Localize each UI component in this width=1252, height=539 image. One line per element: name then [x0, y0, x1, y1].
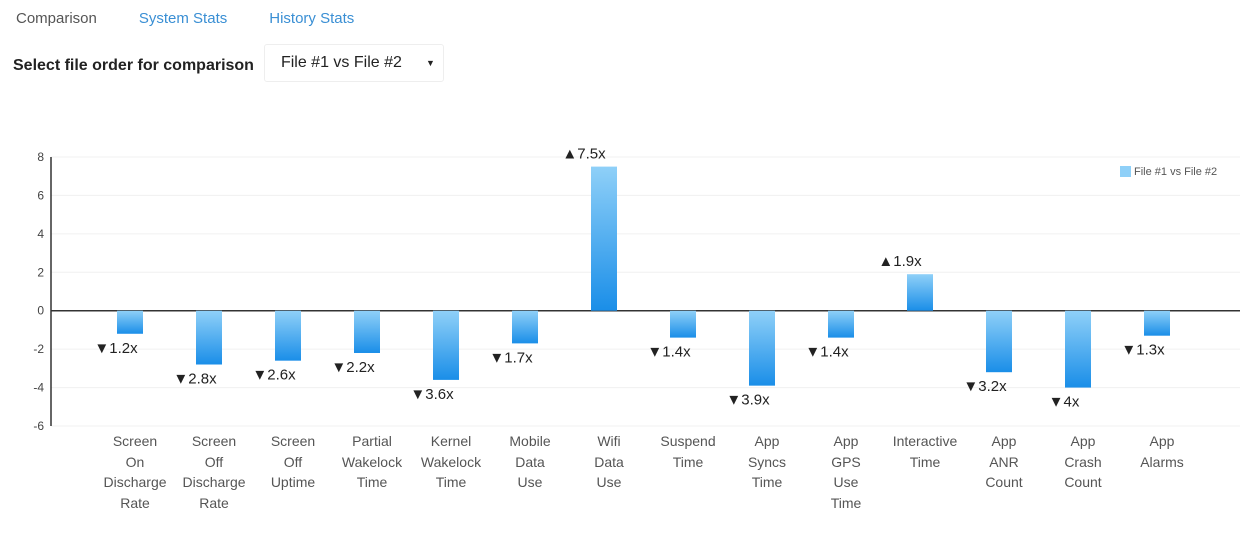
legend-swatch — [1120, 166, 1131, 177]
bar — [591, 166, 617, 311]
y-tick-label: 4 — [37, 227, 44, 241]
triangle-down-icon: ▼ — [426, 58, 435, 68]
data-label: ▼2.2x — [331, 359, 375, 376]
tab-history-stats[interactable]: History Stats — [269, 10, 355, 27]
y-tick-label: 0 — [37, 304, 44, 318]
grid-lines — [51, 156, 1240, 427]
y-tick-label: 2 — [37, 265, 44, 279]
y-tick-label: 6 — [37, 188, 44, 202]
bar — [749, 310, 775, 386]
data-label: ▼3.6x — [410, 386, 454, 403]
x-tick-label: Mobile Data Use — [509, 433, 551, 490]
x-tick-label: App Alarms — [1140, 433, 1184, 470]
x-tick-label: Screen Off Discharge Rate — [182, 433, 246, 511]
tab-bar: Comparison System Stats History Stats — [16, 10, 396, 27]
bar — [354, 310, 380, 353]
x-tick-label: App GPS Use Time — [830, 433, 862, 511]
data-label: ▼2.6x — [252, 367, 296, 384]
data-labels: ▼1.2x ▼2.8x ▼2.6x ▼2.2x ▼3.6x ▼1.7x ▲7.5x ▼1.4x… — [94, 146, 1165, 411]
data-label: ▼2.8x — [173, 371, 217, 388]
x-tick-label: Screen On Discharge Rate — [103, 433, 167, 511]
x-tick-label: Wifi Data Use — [594, 433, 624, 490]
file-order-label: Select file order for comparison — [13, 57, 254, 74]
bar — [1065, 310, 1091, 388]
x-tick-label: Partial Wakelock Time — [341, 433, 403, 490]
data-label: ▼3.2x — [963, 378, 1007, 395]
data-label: ▼1.7x — [489, 349, 533, 366]
file-order-control: Select file order for comparison File #1… — [13, 44, 444, 82]
bar — [1144, 310, 1170, 336]
bar — [433, 310, 459, 380]
bar — [670, 310, 696, 338]
y-tick-label: -4 — [33, 381, 44, 395]
legend-label: File #1 vs File #2 — [1134, 166, 1217, 178]
bar — [907, 274, 933, 311]
data-label: ▲1.9x — [878, 253, 922, 270]
data-label: ▲7.5x — [562, 146, 606, 163]
y-tick-label: -2 — [33, 342, 44, 356]
data-label: ▼4x — [1049, 394, 1080, 411]
data-label: ▼1.4x — [647, 344, 691, 361]
tab-comparison[interactable]: Comparison — [16, 10, 97, 27]
x-tick-label: App Crash Count — [1064, 433, 1102, 490]
data-label: ▼1.3x — [1121, 342, 1165, 359]
data-label: ▼1.2x — [94, 340, 138, 357]
bar — [117, 310, 143, 334]
x-tick-label: App ANR Count — [985, 433, 1023, 490]
file-order-select[interactable]: File #1 vs File #2 ▼ — [263, 44, 444, 82]
data-label: ▼3.9x — [726, 392, 770, 409]
y-tick-label: 8 — [37, 150, 44, 164]
y-tick-label: -6 — [33, 419, 44, 433]
x-tick-label: Interactive Time — [892, 433, 958, 470]
axes: 8 6 4 2 0 -2 -4 -6 — [33, 150, 1240, 433]
legend: File #1 vs File #2 — [1120, 166, 1217, 178]
bar — [512, 310, 538, 344]
x-tick-label: App Syncs Time — [747, 433, 787, 490]
x-tick-label: Screen Off Uptime — [270, 433, 316, 490]
x-tick-label: Suspend Time — [660, 433, 716, 470]
bar — [986, 310, 1012, 373]
x-tick-label: Kernel Wakelock Time — [420, 433, 482, 490]
file-order-selected-value: File #1 vs File #2 — [280, 54, 402, 71]
bar — [828, 310, 854, 338]
tab-system-stats[interactable]: System Stats — [138, 10, 228, 27]
bar — [196, 310, 222, 365]
data-label: ▼1.4x — [805, 344, 849, 361]
bars — [117, 166, 1170, 388]
bar — [275, 310, 301, 361]
